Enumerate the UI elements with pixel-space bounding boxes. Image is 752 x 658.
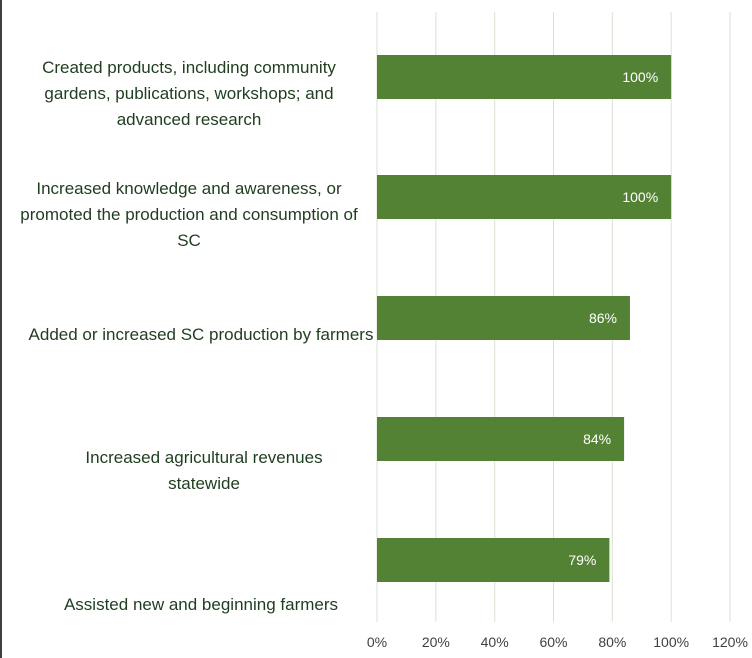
data-label-4: 79% — [568, 552, 596, 568]
bars — [377, 55, 672, 582]
x-tick-label-2: 40% — [481, 634, 509, 650]
data-label-2: 86% — [589, 310, 617, 326]
data-label-1: 100% — [622, 189, 658, 205]
bar-4 — [377, 538, 610, 582]
x-tick-label-0: 0% — [367, 634, 387, 650]
x-axis-ticks: 0% 20% 40% 60% 80% 100% 120% — [367, 634, 748, 650]
bar-0 — [377, 55, 672, 99]
x-tick-label-1: 20% — [422, 634, 450, 650]
data-label-3: 84% — [583, 431, 611, 447]
x-tick-label-3: 60% — [539, 634, 567, 650]
bar-3 — [377, 417, 625, 461]
x-tick-label-4: 80% — [598, 634, 626, 650]
x-tick-label-5: 100% — [653, 634, 689, 650]
data-label-0: 100% — [622, 69, 658, 85]
category-label-assisted-farmers: Assisted new and beginning farmers — [63, 595, 339, 614]
data-labels: 100% 100% 86% 84% 79% — [568, 69, 658, 568]
bar-1 — [377, 175, 672, 219]
category-label-increased-knowledge: Increased knowledge and awareness, or pr… — [20, 179, 358, 250]
category-label-added-sc-production: Added or increased SC production by farm… — [28, 325, 374, 344]
category-label-created-products: Created products, including community ga… — [42, 58, 336, 129]
category-label-increased-revenues: Increased agricultural revenues statewid… — [85, 448, 323, 493]
x-tick-label-6: 120% — [712, 634, 748, 650]
bar-2 — [377, 296, 630, 340]
